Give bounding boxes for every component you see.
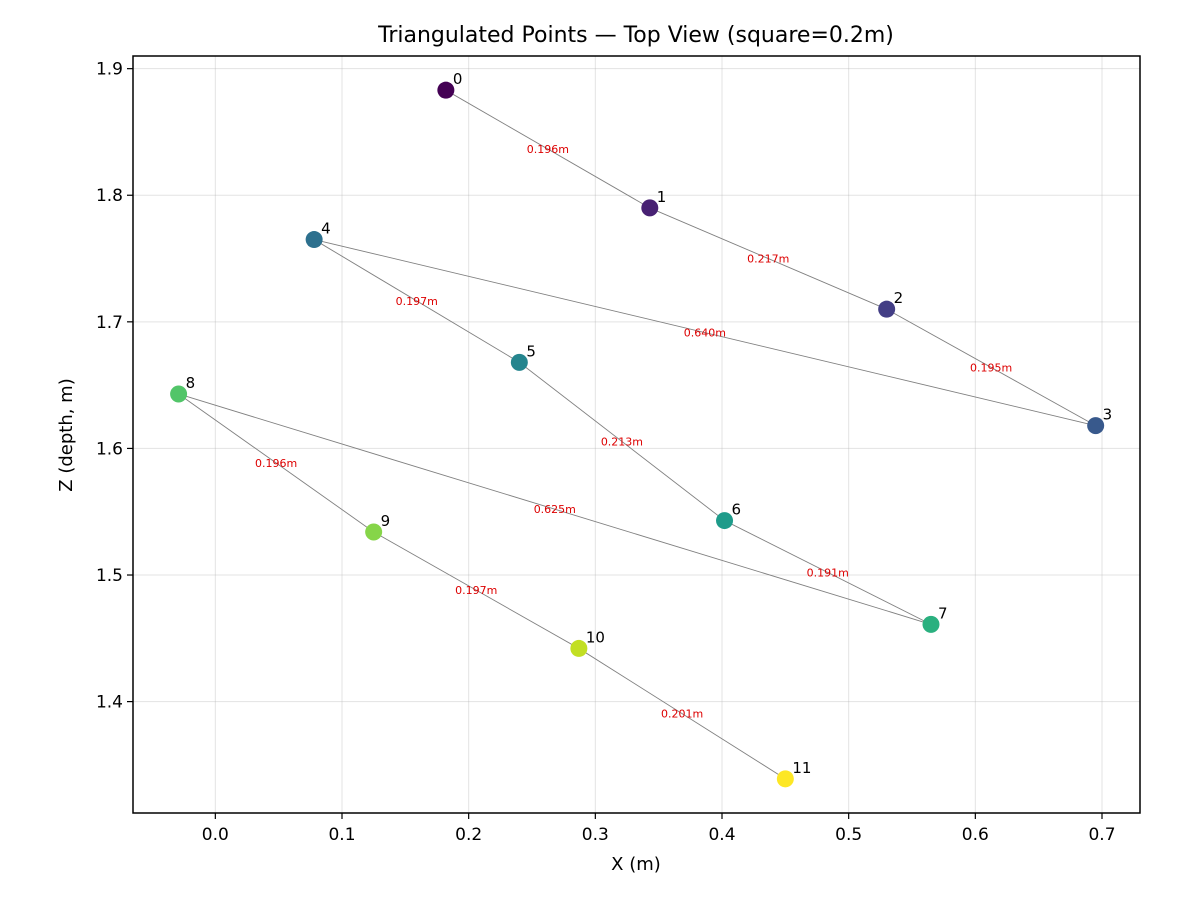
point-index-label: 6 [732, 501, 742, 519]
segment-distance-label: 0.191m [807, 566, 849, 579]
point-index-label: 0 [453, 70, 463, 88]
segment-line [578, 648, 786, 780]
grid [133, 56, 1140, 813]
y-tick-label: 1.4 [96, 693, 123, 713]
x-tick-label: 0.0 [202, 825, 229, 845]
segment-distance-label: 0.196m [255, 457, 297, 470]
segment-line [373, 531, 580, 649]
x-tick-label: 0.6 [962, 825, 989, 845]
point-index-label: 3 [1103, 406, 1113, 424]
x-tick-label: 0.4 [708, 825, 735, 845]
y-axis-ticks: 1.4 1.5 1.6 1.7 1.8 1.9 [96, 60, 133, 713]
segment-line [178, 393, 374, 533]
x-tick-label: 0.7 [1088, 825, 1115, 845]
point-index-label: 9 [381, 512, 391, 530]
x-tick-label: 0.1 [328, 825, 355, 845]
data-point [878, 300, 896, 318]
points [170, 81, 1105, 788]
segment-distance-label: 0.625m [534, 503, 576, 516]
data-point [570, 639, 588, 657]
data-point [365, 523, 383, 541]
segment-distance-label: 0.217m [747, 253, 789, 266]
data-point [170, 385, 188, 403]
y-axis-label: Z (depth, m) [56, 378, 77, 491]
segment-line [445, 89, 651, 209]
data-point [510, 353, 528, 371]
y-tick-label: 1.9 [96, 60, 123, 80]
point-index-label: 7 [938, 604, 948, 622]
data-point [922, 615, 940, 633]
point-index-label: 4 [321, 220, 331, 238]
x-tick-label: 0.3 [582, 825, 609, 845]
y-tick-label: 1.8 [96, 186, 123, 206]
point-index-label: 8 [186, 374, 196, 392]
x-axis-label: X (m) [611, 854, 661, 875]
point-index-label: 1 [657, 188, 667, 206]
point-index-label: 2 [894, 289, 904, 307]
segment-distance-label: 0.197m [455, 584, 497, 597]
data-point [776, 770, 794, 788]
segment-distance-label: 0.640m [684, 327, 726, 340]
data-point [716, 512, 734, 530]
segment-labels: 0.196m 0.217m 0.195m 0.640m 0.197m 0.213m 0.19… [255, 143, 1012, 721]
segment-line [649, 207, 887, 310]
plot-area-frame [132, 55, 1141, 814]
point-labels: 0 1 2 3 4 5 6 7 8 9 10 11 [186, 70, 1113, 777]
chart-title: Triangulated Points — Top View (square=0… [377, 23, 894, 48]
data-point [1087, 417, 1105, 435]
segment-line [178, 393, 932, 625]
segment-line [313, 239, 520, 363]
point-index-label: 10 [586, 628, 605, 646]
y-tick-label: 1.6 [96, 439, 123, 459]
data-point [305, 231, 323, 249]
segment-line [314, 239, 1096, 427]
segment-distance-label: 0.201m [661, 708, 703, 721]
segment-distance-label: 0.197m [396, 295, 438, 308]
segment-line [886, 308, 1096, 427]
point-index-label: 5 [526, 342, 536, 360]
segment-line [724, 520, 932, 625]
segment-distance-label: 0.213m [601, 435, 643, 448]
segment-distance-label: 0.195m [970, 361, 1012, 374]
x-axis-ticks: 0.0 0.1 0.2 0.3 0.4 0.5 0.6 0.7 [202, 813, 1116, 845]
y-tick-label: 1.5 [96, 566, 123, 586]
y-tick-label: 1.7 [96, 313, 123, 333]
x-tick-label: 0.5 [835, 825, 862, 845]
connecting-lines [178, 89, 1096, 780]
data-point [437, 81, 455, 99]
point-index-label: 11 [792, 759, 811, 777]
segment-distance-label: 0.196m [527, 143, 569, 156]
data-point [641, 199, 659, 217]
segment-line [519, 361, 725, 521]
x-tick-label: 0.2 [455, 825, 482, 845]
